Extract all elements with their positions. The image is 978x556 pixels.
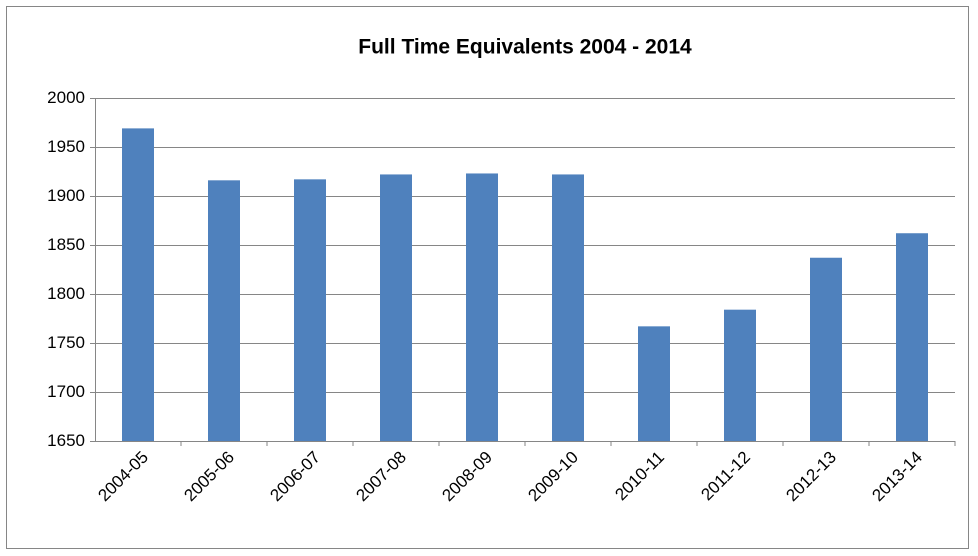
bar bbox=[122, 128, 154, 441]
y-tick-label: 1800 bbox=[47, 284, 85, 303]
y-tick-label: 1700 bbox=[47, 382, 85, 401]
bar bbox=[208, 180, 240, 441]
bar bbox=[294, 179, 326, 441]
bar bbox=[896, 233, 928, 441]
chart-title: Full Time Equivalents 2004 - 2014 bbox=[358, 36, 692, 59]
y-tick-label: 1650 bbox=[47, 431, 85, 450]
bar bbox=[552, 174, 584, 441]
y-tick-label: 2000 bbox=[47, 88, 85, 107]
y-tick-label: 1950 bbox=[47, 137, 85, 156]
y-tick-label: 1850 bbox=[47, 235, 85, 254]
bar bbox=[810, 257, 842, 441]
y-tick-label: 1900 bbox=[47, 186, 85, 205]
bar bbox=[638, 326, 670, 441]
y-tick-label: 1750 bbox=[47, 333, 85, 352]
bar bbox=[724, 309, 756, 441]
bar bbox=[380, 174, 412, 441]
bar bbox=[466, 173, 498, 441]
